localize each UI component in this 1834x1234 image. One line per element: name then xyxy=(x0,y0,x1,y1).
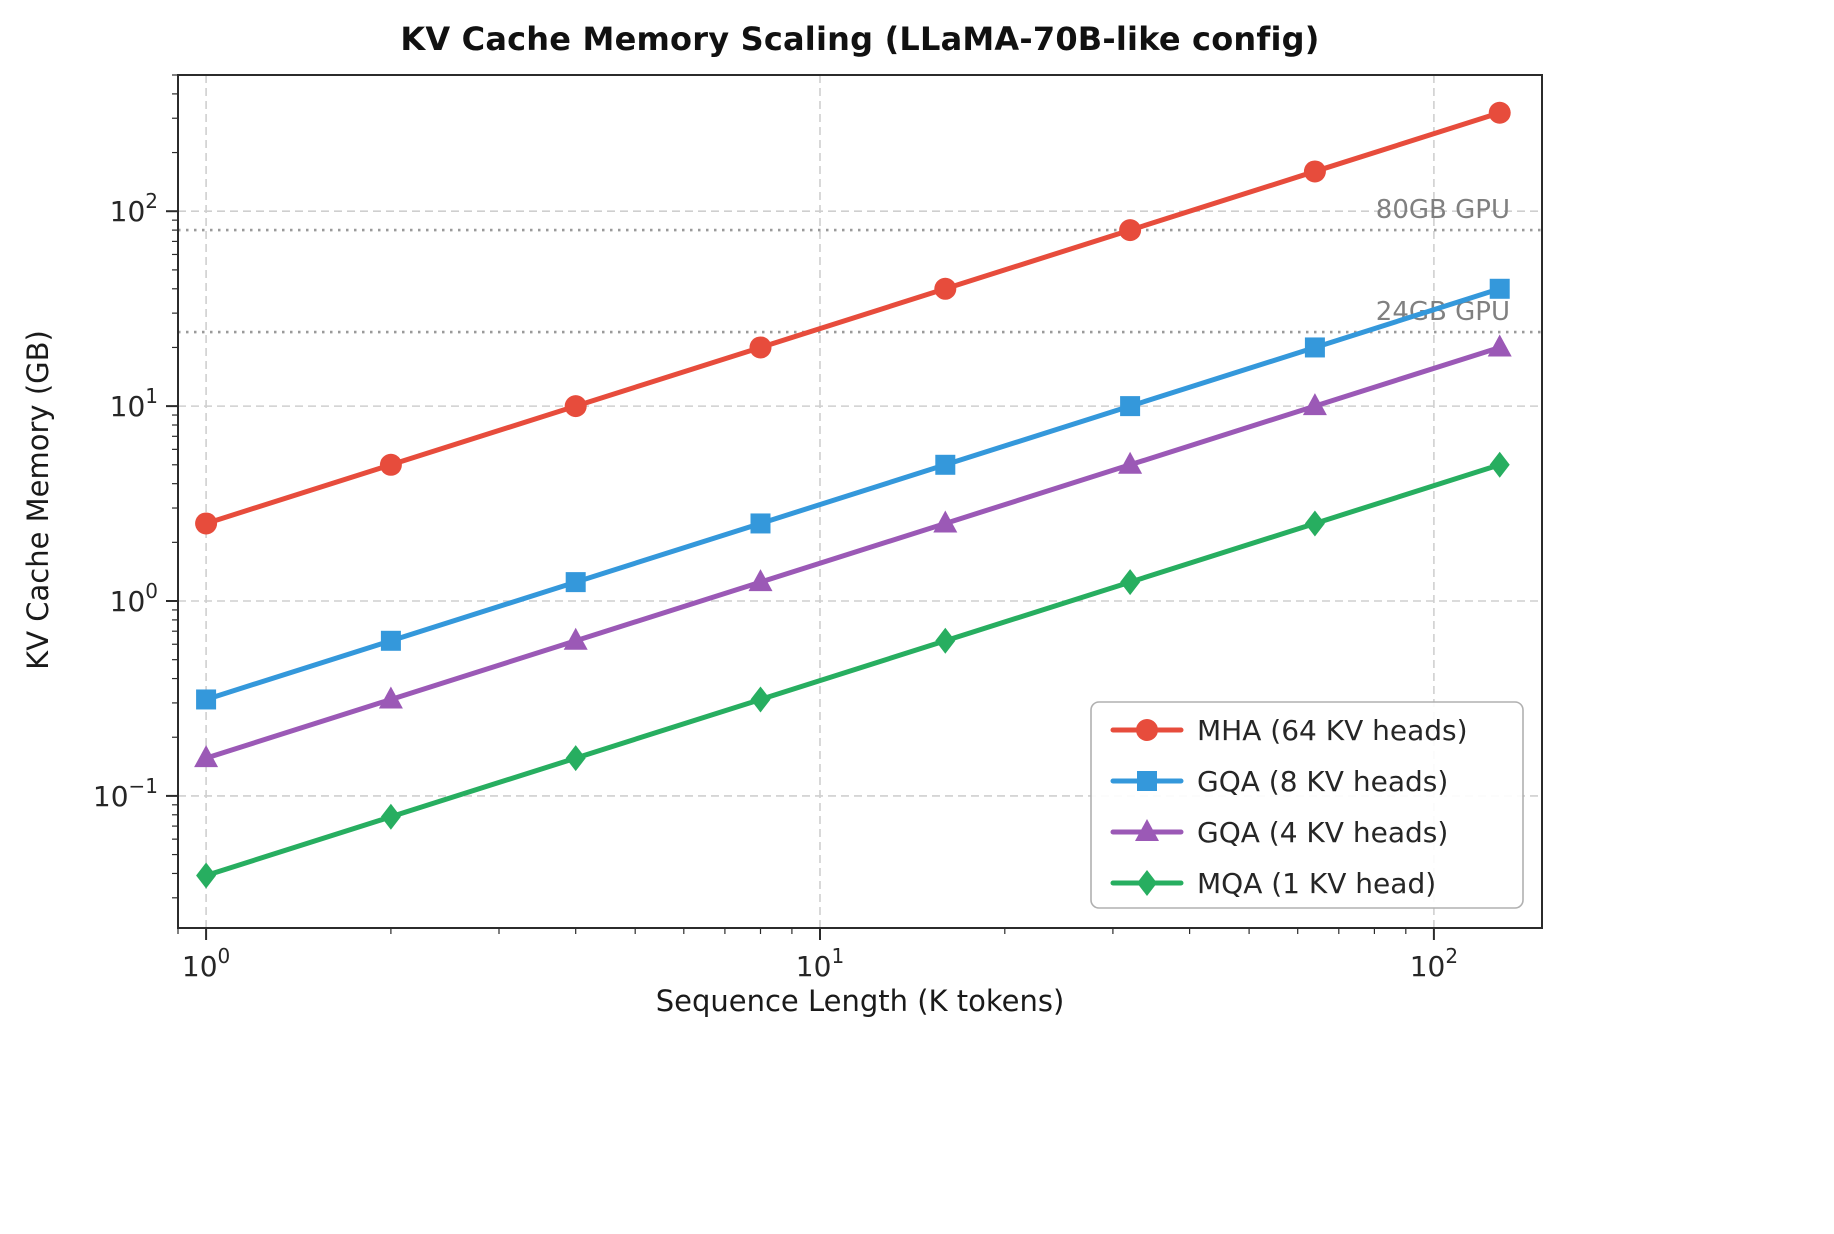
y-tick-label: 101 xyxy=(110,384,158,423)
legend-box xyxy=(1090,701,1524,909)
series-line xyxy=(203,462,1503,878)
data-point-marker xyxy=(195,512,218,535)
data-point-marker xyxy=(1487,334,1512,357)
data-point-marker xyxy=(1488,101,1511,124)
data-point-marker xyxy=(935,627,956,654)
data-point-marker xyxy=(1135,819,1159,841)
data-point-marker xyxy=(1489,451,1510,478)
data-point-marker xyxy=(380,803,401,830)
y-tick-label: 102 xyxy=(110,189,158,228)
data-point-marker xyxy=(378,686,403,709)
data-point-marker xyxy=(750,686,771,713)
data-point-marker xyxy=(194,745,219,768)
legend-entry: MHA (64 KV heads) xyxy=(1110,714,1468,747)
y-tick-label: 10−1 xyxy=(93,774,158,813)
data-point-marker xyxy=(1120,396,1141,417)
data-point-marker xyxy=(565,745,586,772)
series-mqa-1-kv-head- xyxy=(196,451,1510,889)
y-tick-label: 100 xyxy=(110,579,158,618)
legend-entry: GQA (4 KV heads) xyxy=(1110,816,1448,849)
series-line xyxy=(203,286,1503,702)
chart-title: KV Cache Memory Scaling (LLaMA-70B-like … xyxy=(400,20,1320,58)
x-tick-label: 101 xyxy=(796,944,844,983)
data-point-marker xyxy=(380,630,401,651)
data-point-marker xyxy=(196,689,217,710)
data-point-marker xyxy=(1304,337,1325,358)
data-point-marker xyxy=(1120,569,1141,596)
data-point-marker xyxy=(748,569,773,592)
data-point-marker xyxy=(1489,278,1510,299)
x-axis-label: Sequence Length (K tokens) xyxy=(655,984,1065,1018)
legend-entry: MQA (1 KV head) xyxy=(1110,867,1436,900)
data-point-marker xyxy=(750,513,771,534)
data-point-marker xyxy=(1137,870,1157,896)
y-axis-label: KV Cache Memory (GB) xyxy=(21,330,55,670)
data-point-marker xyxy=(563,627,588,650)
legend-label: MHA (64 KV heads) xyxy=(1197,714,1468,747)
data-point-marker xyxy=(749,336,772,359)
data-point-marker xyxy=(196,862,217,889)
x-tick-label: 102 xyxy=(1410,944,1458,983)
series-gqa-4-kv-heads- xyxy=(194,334,1512,768)
data-point-marker xyxy=(1118,451,1143,474)
series-gqa-8-kv-heads- xyxy=(196,278,1510,710)
legend-entry: GQA (8 KV heads) xyxy=(1110,765,1448,798)
legend: MHA (64 KV heads) GQA (8 KV heads) GQA (4 … xyxy=(1090,701,1524,909)
x-tick-label: 100 xyxy=(182,944,230,983)
data-point-marker xyxy=(379,453,402,476)
data-point-marker xyxy=(1136,719,1158,741)
data-point-marker xyxy=(565,572,586,593)
legend-label: MQA (1 KV head) xyxy=(1197,867,1436,900)
data-point-marker xyxy=(1304,510,1325,537)
data-point-marker xyxy=(933,510,958,533)
data-point-marker xyxy=(1137,771,1157,791)
data-point-marker xyxy=(934,277,957,300)
data-point-marker xyxy=(935,454,956,475)
series-mha-64-kv-heads- xyxy=(195,101,1511,535)
series-line xyxy=(203,110,1503,526)
data-point-marker xyxy=(1303,160,1326,183)
data-point-marker xyxy=(1302,393,1327,416)
data-point-marker xyxy=(564,395,587,418)
legend-label: GQA (8 KV heads) xyxy=(1197,765,1448,798)
reference-line-label: 80GB GPU xyxy=(1376,195,1510,225)
series-line xyxy=(203,344,1503,761)
data-point-marker xyxy=(1119,219,1142,242)
legend-label: GQA (4 KV heads) xyxy=(1197,816,1448,849)
plot-frame xyxy=(177,74,1543,929)
